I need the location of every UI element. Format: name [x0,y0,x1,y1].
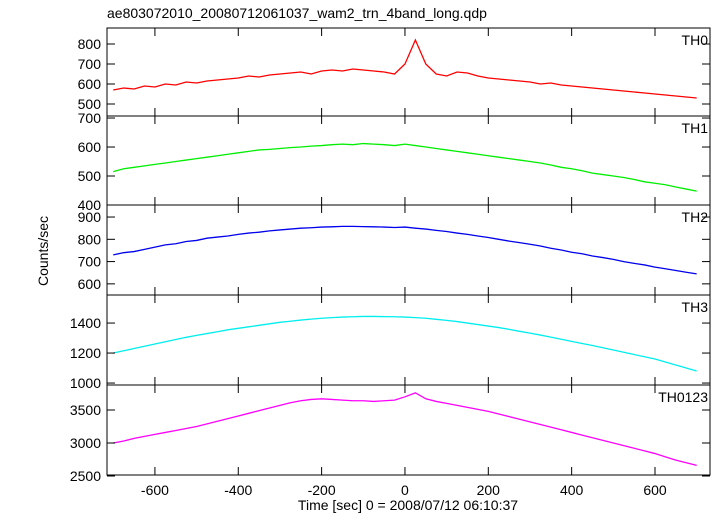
panel-frame [106,204,711,296]
y-tick-label: 400 [78,197,102,213]
y-tick-label: 3000 [70,435,101,451]
y-axis-label: Counts/sec [35,216,51,286]
x-tick-label: 0 [401,482,409,498]
y-tick-label: 700 [78,56,102,72]
y-tick-label: 700 [78,254,102,270]
y-tick-label: 1200 [70,345,101,361]
data-line [113,38,697,99]
x-tick-label: 200 [477,482,501,498]
x-tick-label: 400 [560,482,584,498]
panel-frame [106,27,711,117]
chart-title: ae803072010_20080712061037_wam2_trn_4ban… [107,5,487,21]
x-tick-label: 600 [643,482,667,498]
x-tick-label: -200 [308,482,336,498]
panel-frame [106,384,711,476]
y-tick-label: 3500 [70,402,101,418]
x-tick-label: -400 [224,482,252,498]
y-tick-label: 600 [78,76,102,92]
panel-frame [106,115,711,206]
y-tick-label: 500 [78,168,102,184]
panel-label: TH3 [682,299,709,315]
x-tick-label: -600 [141,482,169,498]
y-tick-label: 600 [78,276,102,292]
y-tick-label: 1400 [70,315,101,331]
panel-label: TH0 [682,32,709,48]
y-tick-label: 800 [78,231,102,247]
data-line [113,142,697,192]
y-tick-label: 900 [78,209,102,225]
data-line [113,392,697,467]
panel-label: TH1 [682,120,709,136]
panel-label: TH2 [682,209,709,225]
y-tick-label: 700 [78,110,102,126]
y-tick-label: 2500 [70,468,101,484]
y-tick-label: 500 [78,96,102,112]
panel-label: TH0123 [658,389,708,405]
data-line [113,225,697,275]
y-tick-label: 800 [78,36,102,52]
x-axis-label: Time [sec] 0 = 2008/07/12 06:10:37 [298,497,518,513]
y-tick-label: 600 [78,139,102,155]
data-line [113,315,697,372]
y-tick-label: 1000 [70,375,101,391]
panel-frame [106,294,711,386]
